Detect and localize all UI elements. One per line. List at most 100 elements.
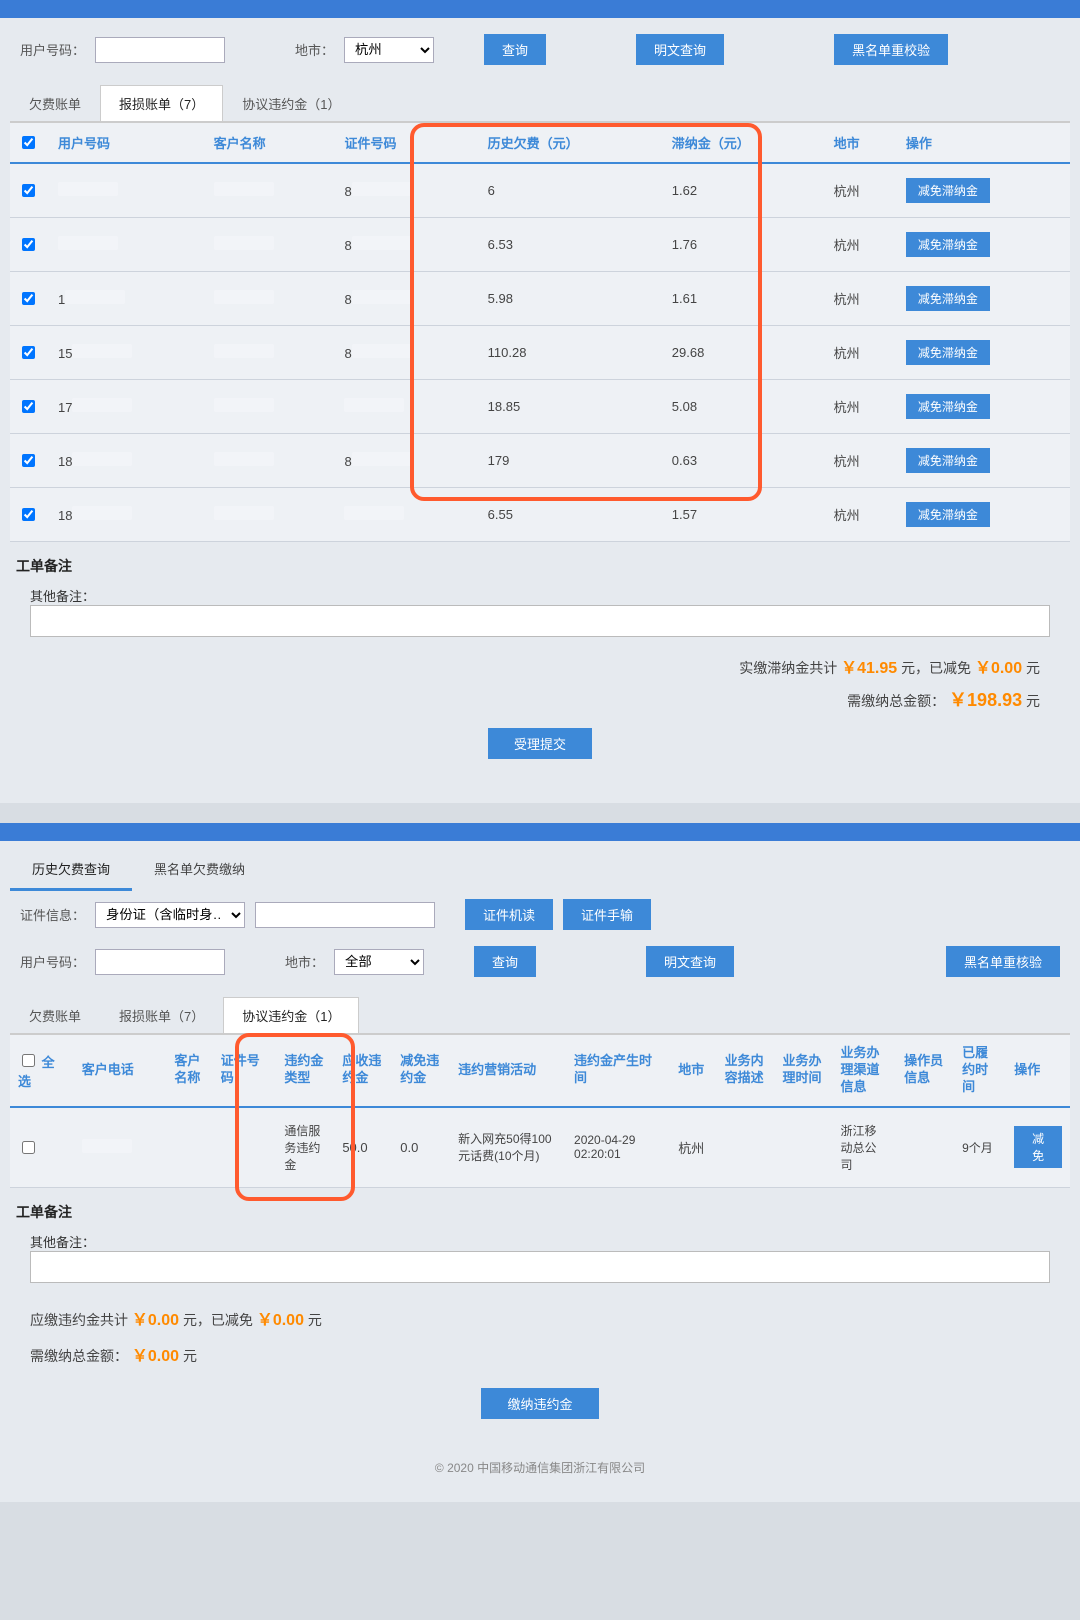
cell-late-fee: 5.08 [664,380,826,434]
remark-textarea-2[interactable] [30,1251,1050,1283]
cell-cust-name [206,272,337,326]
row-checkbox[interactable] [22,400,35,413]
cell-cust-phone [74,1107,167,1188]
cell-cert-no [336,488,479,542]
cell-cert-no-2 [213,1107,277,1188]
cell-hist-owe: 179 [480,434,664,488]
city-select[interactable]: 杭州 [344,37,434,63]
plain-query-button-2[interactable]: 明文查询 [646,946,734,977]
row-checkbox-2[interactable] [22,1141,35,1154]
blacklist-check-button[interactable]: 黑名单重校验 [834,34,948,65]
cell-late-fee: 0.63 [664,434,826,488]
submit-button[interactable]: 受理提交 [488,728,592,759]
cell-cust-name-2 [166,1107,212,1188]
submit-row: 受理提交 [10,716,1070,783]
waive-penalty-button[interactable]: 减免 [1014,1126,1062,1168]
cell-operator [896,1107,954,1188]
select-all-checkbox[interactable] [22,136,35,149]
cell-biz-channel: 浙江移动总公司 [832,1107,896,1188]
waive-late-fee-button[interactable]: 减免滞纳金 [906,340,990,365]
cell-user-no: 18 [50,434,206,488]
page-tab-blacklist[interactable]: 黑名单欠费缴纳 [132,849,267,891]
cell-hist-owe: 5.98 [480,272,664,326]
cell-city: 杭州 [826,163,898,218]
query-button-2[interactable]: 查询 [474,946,536,977]
table-row: 158110.2829.68杭州减免滞纳金 [10,326,1070,380]
cert-type-select[interactable]: 身份证（含临时身… [95,902,245,928]
cell-user-no [50,218,206,272]
tab-overdue[interactable]: 欠费账单 [10,85,100,121]
pay-penalty-button[interactable]: 缴纳违约金 [481,1388,598,1419]
user-no-label: 用户号码： [20,40,85,59]
table-row: 185.981.61杭州减免滞纳金 [10,272,1070,326]
cell-cust-name [206,434,337,488]
cell-cust-name [206,380,337,434]
cell-user-no: 15 [50,326,206,380]
waive-late-fee-button[interactable]: 减免滞纳金 [906,394,990,419]
th-cust-phone: 客户电话 [74,1035,167,1107]
tab-overdue-2[interactable]: 欠费账单 [10,997,100,1033]
totals-line1-2: 应缴违约金共计 ￥0.00 元，已减免 ￥0.00 元 [10,1296,1070,1340]
plain-query-button[interactable]: 明文查询 [636,34,724,65]
waive-late-fee-button[interactable]: 减免滞纳金 [906,448,990,473]
th-action-2: 操作 [1006,1035,1070,1107]
table-row: 1718.855.08杭州减免滞纳金 [10,380,1070,434]
cell-cert-no: 8 [336,272,479,326]
th-city: 地市 [826,123,898,163]
waive-late-fee-button[interactable]: 减免滞纳金 [906,232,990,257]
city-select-2[interactable]: 全部 [334,949,424,975]
row-checkbox[interactable] [22,454,35,467]
cell-hist-owe: 6.53 [480,218,664,272]
table-row: 通信服务违约金50.00.0新入网充50得100元话费(10个月)2020-04… [10,1107,1070,1188]
cell-hist-owe: 18.85 [480,380,664,434]
tab-penalty[interactable]: 协议违约金（1） [223,85,359,121]
bills-table: 用户号码 客户名称 证件号码 历史欠费（元） 滞纳金（元） 地市 操作 861.… [10,123,1070,542]
waive-late-fee-button[interactable]: 减免滞纳金 [906,502,990,527]
th-late-fee: 滞纳金（元） [664,123,826,163]
th-operator: 操作员信息 [896,1035,954,1107]
cert-read-button[interactable]: 证件机读 [465,899,553,930]
waive-late-fee-button[interactable]: 减免滞纳金 [906,286,990,311]
cell-late-fee: 1.62 [664,163,826,218]
blacklist-check-button-2[interactable]: 黑名单重核验 [946,946,1060,977]
cell-late-fee: 1.76 [664,218,826,272]
cert-manual-button[interactable]: 证件手输 [563,899,651,930]
cell-fulfilled: 9个月 [954,1107,1006,1188]
row-checkbox[interactable] [22,292,35,305]
row-checkbox[interactable] [22,346,35,359]
remark-label-2: 其他备注： [30,1235,95,1250]
user-no-label-2: 用户号码： [20,952,85,971]
row-checkbox[interactable] [22,508,35,521]
remark-textarea[interactable] [30,605,1050,637]
cell-hist-owe: 6 [480,163,664,218]
cert-input[interactable] [255,902,435,928]
copyright: © 2020 中国移动通信集团浙江有限公司 [10,1443,1070,1482]
cell-cert-no: 8 [336,326,479,380]
query-button[interactable]: 查询 [484,34,546,65]
totals-line1: 实缴滞纳金共计 ￥41.95 元，已减免 ￥0.00 元 [10,650,1070,682]
user-no-input-2[interactable] [95,949,225,975]
row-checkbox[interactable] [22,184,35,197]
screen-overdue-bills: 用户号码： 地市： 杭州 查询 明文查询 黑名单重校验 欠费账单 报损账单（7）… [0,0,1080,803]
tab-damaged-2[interactable]: 报损账单（7） [100,997,223,1033]
tab-damaged[interactable]: 报损账单（7） [100,85,223,121]
cell-user-no: 18 [50,488,206,542]
th-hist-owe: 历史欠费（元） [480,123,664,163]
row-checkbox[interactable] [22,238,35,251]
waive-late-fee-button[interactable]: 减免滞纳金 [906,178,990,203]
tab-penalty-2[interactable]: 协议违约金（1） [223,997,359,1033]
th-cust-name: 客户名称 [206,123,337,163]
filter-row-cert: 证件信息： 身份证（含临时身… 证件机读 证件手输 [10,891,1070,938]
th-cert-no-2: 证件号码 [213,1035,277,1107]
cell-city: 杭州 [826,272,898,326]
totals-line2: 需缴纳总金额： ￥198.93 元 [10,682,1070,716]
select-all-checkbox-2[interactable] [22,1054,35,1067]
user-no-input[interactable] [95,37,225,63]
cell-cust-name [206,163,337,218]
penalty-table: 全选 客户电话 客户名称 证件号码 违约金类型 应收违约金 减免违约金 违约营销… [10,1035,1070,1188]
grand-total-amount: ￥198.93 [949,690,1022,710]
cell-biz-time [775,1107,833,1188]
page-tab-history[interactable]: 历史欠费查询 [10,849,132,891]
cell-late-fee: 1.61 [664,272,826,326]
cell-penalty-type: 通信服务违约金 [276,1107,334,1188]
